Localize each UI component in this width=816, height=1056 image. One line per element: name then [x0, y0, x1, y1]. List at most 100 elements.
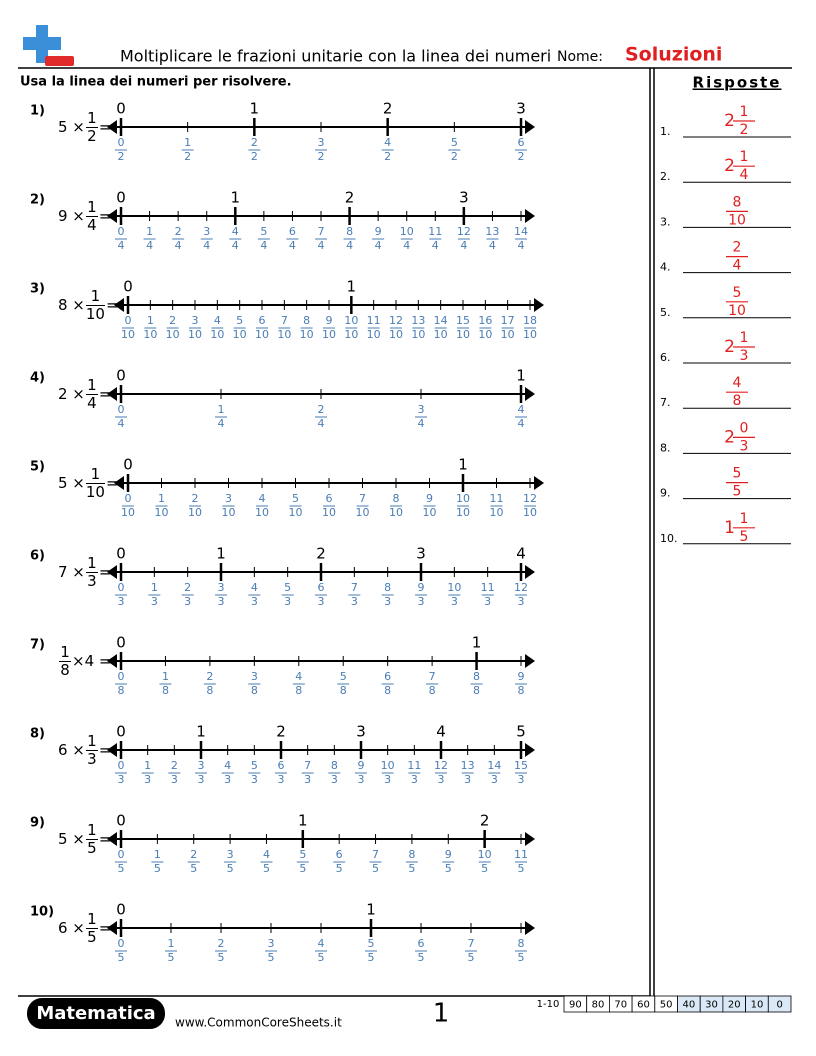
tick-denominator: 4 [289, 239, 296, 252]
tick-denominator: 8 [518, 684, 525, 697]
whole-label: 0 [116, 367, 126, 385]
tick-numerator: 15 [514, 759, 528, 772]
whole-label: 1 [472, 634, 482, 652]
answer-whole: 2 [724, 111, 735, 131]
tick-denominator: 10 [356, 506, 370, 519]
answer-number: 10. [660, 532, 678, 545]
tick-numerator: 14 [514, 225, 528, 238]
tick-numerator: 5 [236, 314, 243, 327]
tick-numerator: 5 [260, 225, 267, 238]
tick-denominator: 8 [118, 684, 125, 697]
expression: 6 × 1 5 = [58, 906, 111, 950]
url: www.CommonCoreSheets.it [175, 1016, 342, 1030]
tick-numerator: 0 [118, 759, 125, 772]
tick-denominator: 5 [468, 951, 475, 964]
tick-numerator: 14 [487, 759, 501, 772]
tick-denominator: 10 [423, 506, 437, 519]
expression-text: = [98, 919, 112, 937]
tick-denominator: 4 [418, 417, 425, 430]
tick-denominator: 5 [368, 951, 375, 964]
denominator: 3 [87, 749, 97, 768]
problem-number: 5) [30, 460, 45, 475]
numerator: 1 [87, 909, 97, 928]
tick-numerator: 1 [158, 492, 165, 505]
answer-denominator: 8 [733, 393, 742, 409]
arrow [107, 921, 117, 935]
problem-number: 2) [30, 193, 45, 208]
tick-denominator: 8 [162, 684, 169, 697]
tick-numerator: 3 [268, 937, 275, 950]
arrow [525, 120, 535, 134]
whole-label: 3 [356, 723, 366, 741]
whole-label: 3 [459, 189, 469, 207]
denominator: 5 [87, 927, 97, 946]
tick-denominator: 5 [190, 862, 197, 875]
tick-denominator: 3 [198, 773, 205, 786]
fraction-bar [85, 393, 98, 395]
tick-denominator: 3 [251, 773, 258, 786]
tick-numerator: 1 [162, 670, 169, 683]
answer-denominator: 3 [740, 438, 749, 454]
expression-text: = [105, 296, 119, 314]
numerator: 1 [90, 286, 101, 305]
tick-denominator: 5 [299, 862, 306, 875]
answer-number: 9. [660, 487, 671, 500]
answer-number: 7. [660, 396, 671, 409]
tick-denominator: 10 [490, 506, 504, 519]
tick-numerator: 2 [206, 670, 213, 683]
tick-numerator: 4 [384, 136, 391, 149]
tick-numerator: 5 [299, 848, 306, 861]
whole-label: 0 [123, 278, 133, 296]
tick-denominator: 3 [171, 773, 178, 786]
tick-numerator: 17 [501, 314, 515, 327]
tick-denominator: 4 [118, 417, 125, 430]
tick-numerator: 3 [218, 581, 225, 594]
problem-number: 4) [30, 371, 45, 386]
answer-denominator: 5 [733, 484, 742, 500]
tick-denominator: 3 [484, 595, 491, 608]
score: 40 [682, 1000, 695, 1011]
fraction-bar [85, 215, 98, 217]
expression-text: = [98, 563, 112, 581]
denominator: 4 [87, 393, 97, 412]
tick-numerator: 8 [331, 759, 338, 772]
tick-denominator: 10 [255, 328, 269, 341]
tick-numerator: 8 [393, 492, 400, 505]
denominator: 10 [85, 304, 105, 323]
tick-denominator: 10 [143, 328, 157, 341]
tick-numerator: 8 [384, 581, 391, 594]
whole-label: 2 [316, 545, 326, 563]
tick-denominator: 3 [251, 595, 258, 608]
tick-denominator: 10 [166, 328, 180, 341]
whole-label: 0 [116, 812, 126, 830]
denominator: 8 [60, 660, 70, 679]
whole-label: 3 [516, 100, 526, 118]
tick-numerator: 1 [184, 136, 191, 149]
tick-numerator: 16 [478, 314, 492, 327]
fraction: 1 10 [85, 286, 105, 323]
tick-denominator: 5 [372, 862, 379, 875]
whole-label: 1 [516, 367, 526, 385]
tick-denominator: 2 [318, 150, 325, 163]
tick-denominator: 10 [478, 328, 492, 341]
tick-denominator: 4 [118, 239, 125, 252]
answer-denominator: 2 [740, 122, 749, 138]
tick-denominator: 3 [331, 773, 338, 786]
fraction-bar [85, 838, 98, 840]
fraction-bar [85, 482, 105, 484]
tick-denominator: 4 [346, 239, 353, 252]
tick-numerator: 0 [118, 136, 125, 149]
expression: 5 × 1 2 = [58, 105, 111, 149]
expression-text: = [105, 474, 119, 492]
whole-label: 4 [516, 545, 526, 563]
tick-denominator: 8 [206, 684, 213, 697]
fraction-bar [85, 927, 98, 929]
tick-numerator: 2 [192, 492, 199, 505]
arrow [107, 209, 117, 223]
tick-numerator: 11 [407, 759, 421, 772]
tick-numerator: 5 [251, 759, 258, 772]
answer-denominator: 3 [740, 348, 749, 364]
